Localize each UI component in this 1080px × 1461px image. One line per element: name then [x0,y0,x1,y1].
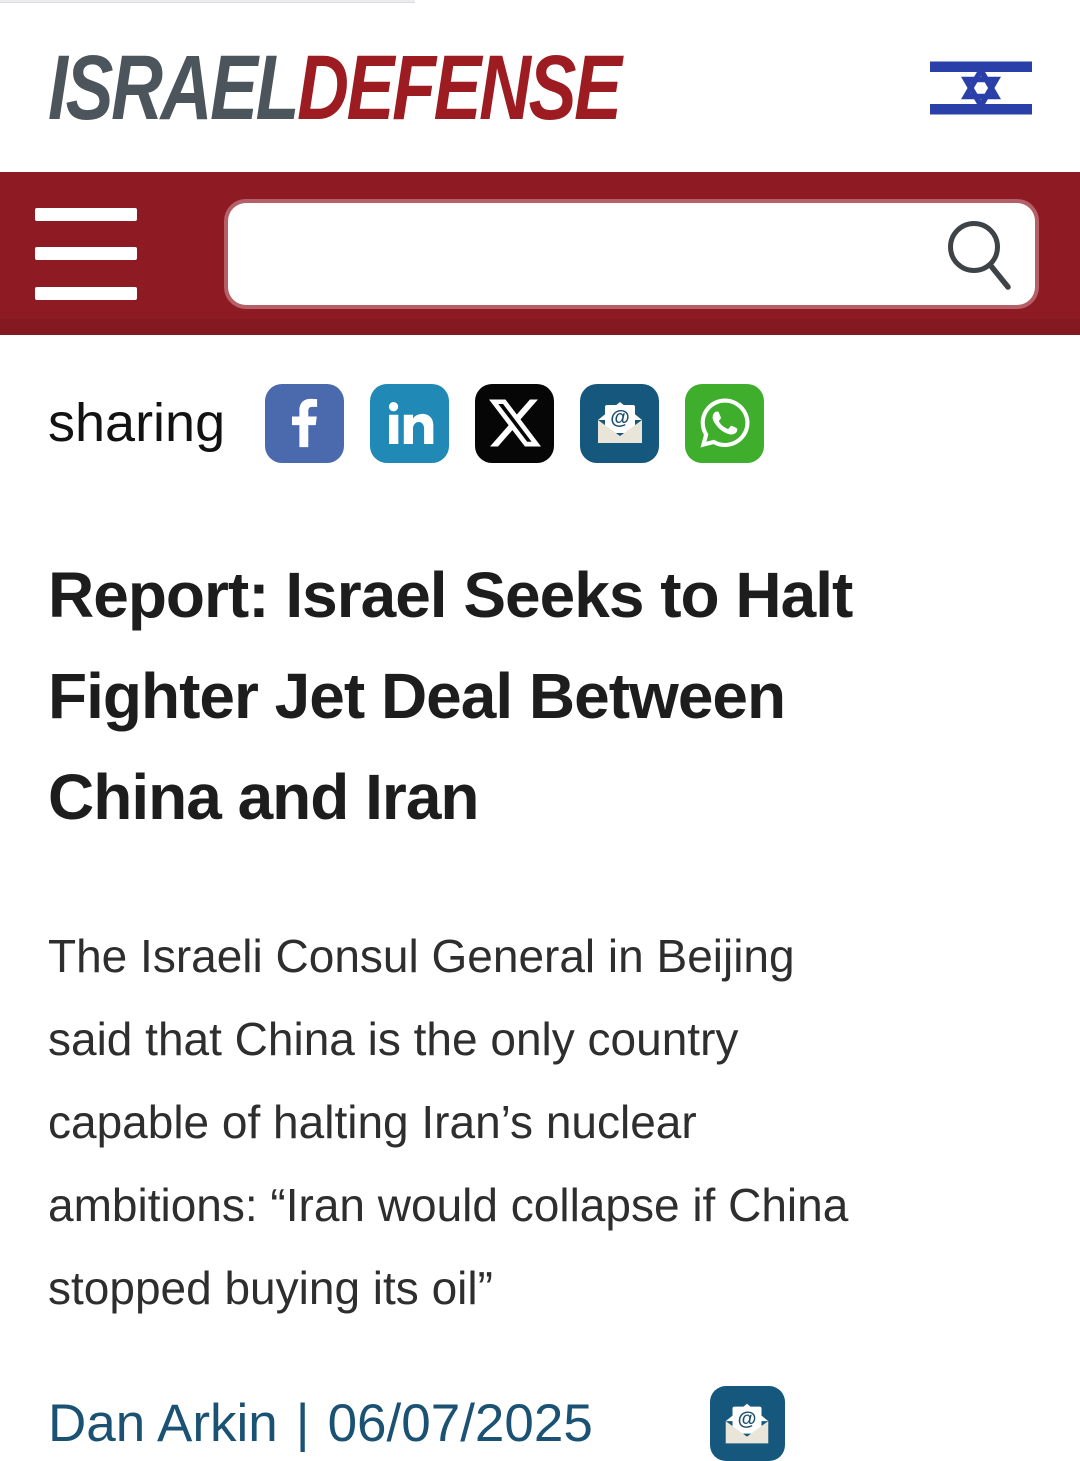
article-subtitle-line: stopped buying its oil” [48,1262,493,1314]
israel-flag-icon[interactable] [930,53,1032,122]
search-input[interactable] [228,202,1035,305]
search-icon[interactable] [945,220,1013,292]
sharing-row: sharing @ [48,383,1032,463]
whatsapp-icon [700,398,750,448]
article-subtitle: The Israeli Consul General in Beijing sa… [48,915,1032,1330]
main-navbar [0,172,1080,335]
share-linkedin-button[interactable] [370,383,450,463]
x-icon [488,399,541,447]
article-page: sharing @ [0,383,1080,1461]
article-title-line: Report: Israel Seeks to Halt [48,559,853,631]
email-at-symbol: @ [610,407,630,429]
author-name[interactable]: Dan Arkin [48,1394,278,1453]
site-logo[interactable]: ISRAELDEFENSE [48,42,622,134]
hamburger-menu-button[interactable] [35,207,137,300]
hamburger-bar [35,207,137,221]
article-subtitle-line: said that China is the only country [48,1013,739,1065]
facebook-icon [291,398,317,448]
top-partial-divider [0,0,415,3]
sharing-label: sharing [48,393,226,453]
site-logo-defense: DEFENSE [297,36,622,139]
email-at-symbol: @ [738,1408,757,1429]
publish-date: 06/07/2025 [327,1394,593,1453]
byline-separator: | [295,1394,310,1453]
linkedin-icon [388,401,433,444]
article-title-line: Fighter Jet Deal Between [48,660,786,732]
site-header: ISRAELDEFENSE [0,3,1080,172]
email-icon: @ [726,1403,769,1443]
byline-row: Dan Arkin | 06/07/2025 @ [48,1386,1032,1461]
email-author-button[interactable]: @ [709,1386,785,1461]
hamburger-bar [35,286,137,300]
share-x-button[interactable] [475,383,555,463]
share-whatsapp-button[interactable] [685,383,765,463]
article-subtitle-line: The Israeli Consul General in Beijing [48,930,795,982]
byline-text: Dan Arkin | 06/07/2025 [48,1393,593,1454]
share-email-button[interactable]: @ [580,383,660,463]
hamburger-bar [35,247,137,260]
share-facebook-button[interactable] [265,383,345,463]
article-subtitle-line: capable of halting Iran’s nuclear [48,1096,697,1148]
site-logo-israel: ISRAEL [48,36,299,139]
article-subtitle-line: ambitions: “Iran would collapse if China [48,1179,849,1231]
article-title-line: China and Iran [48,761,480,833]
search-box [228,202,1035,305]
article-title: Report: Israel Seeks to Halt Fighter Jet… [48,545,1032,848]
email-icon: @ [597,402,642,443]
